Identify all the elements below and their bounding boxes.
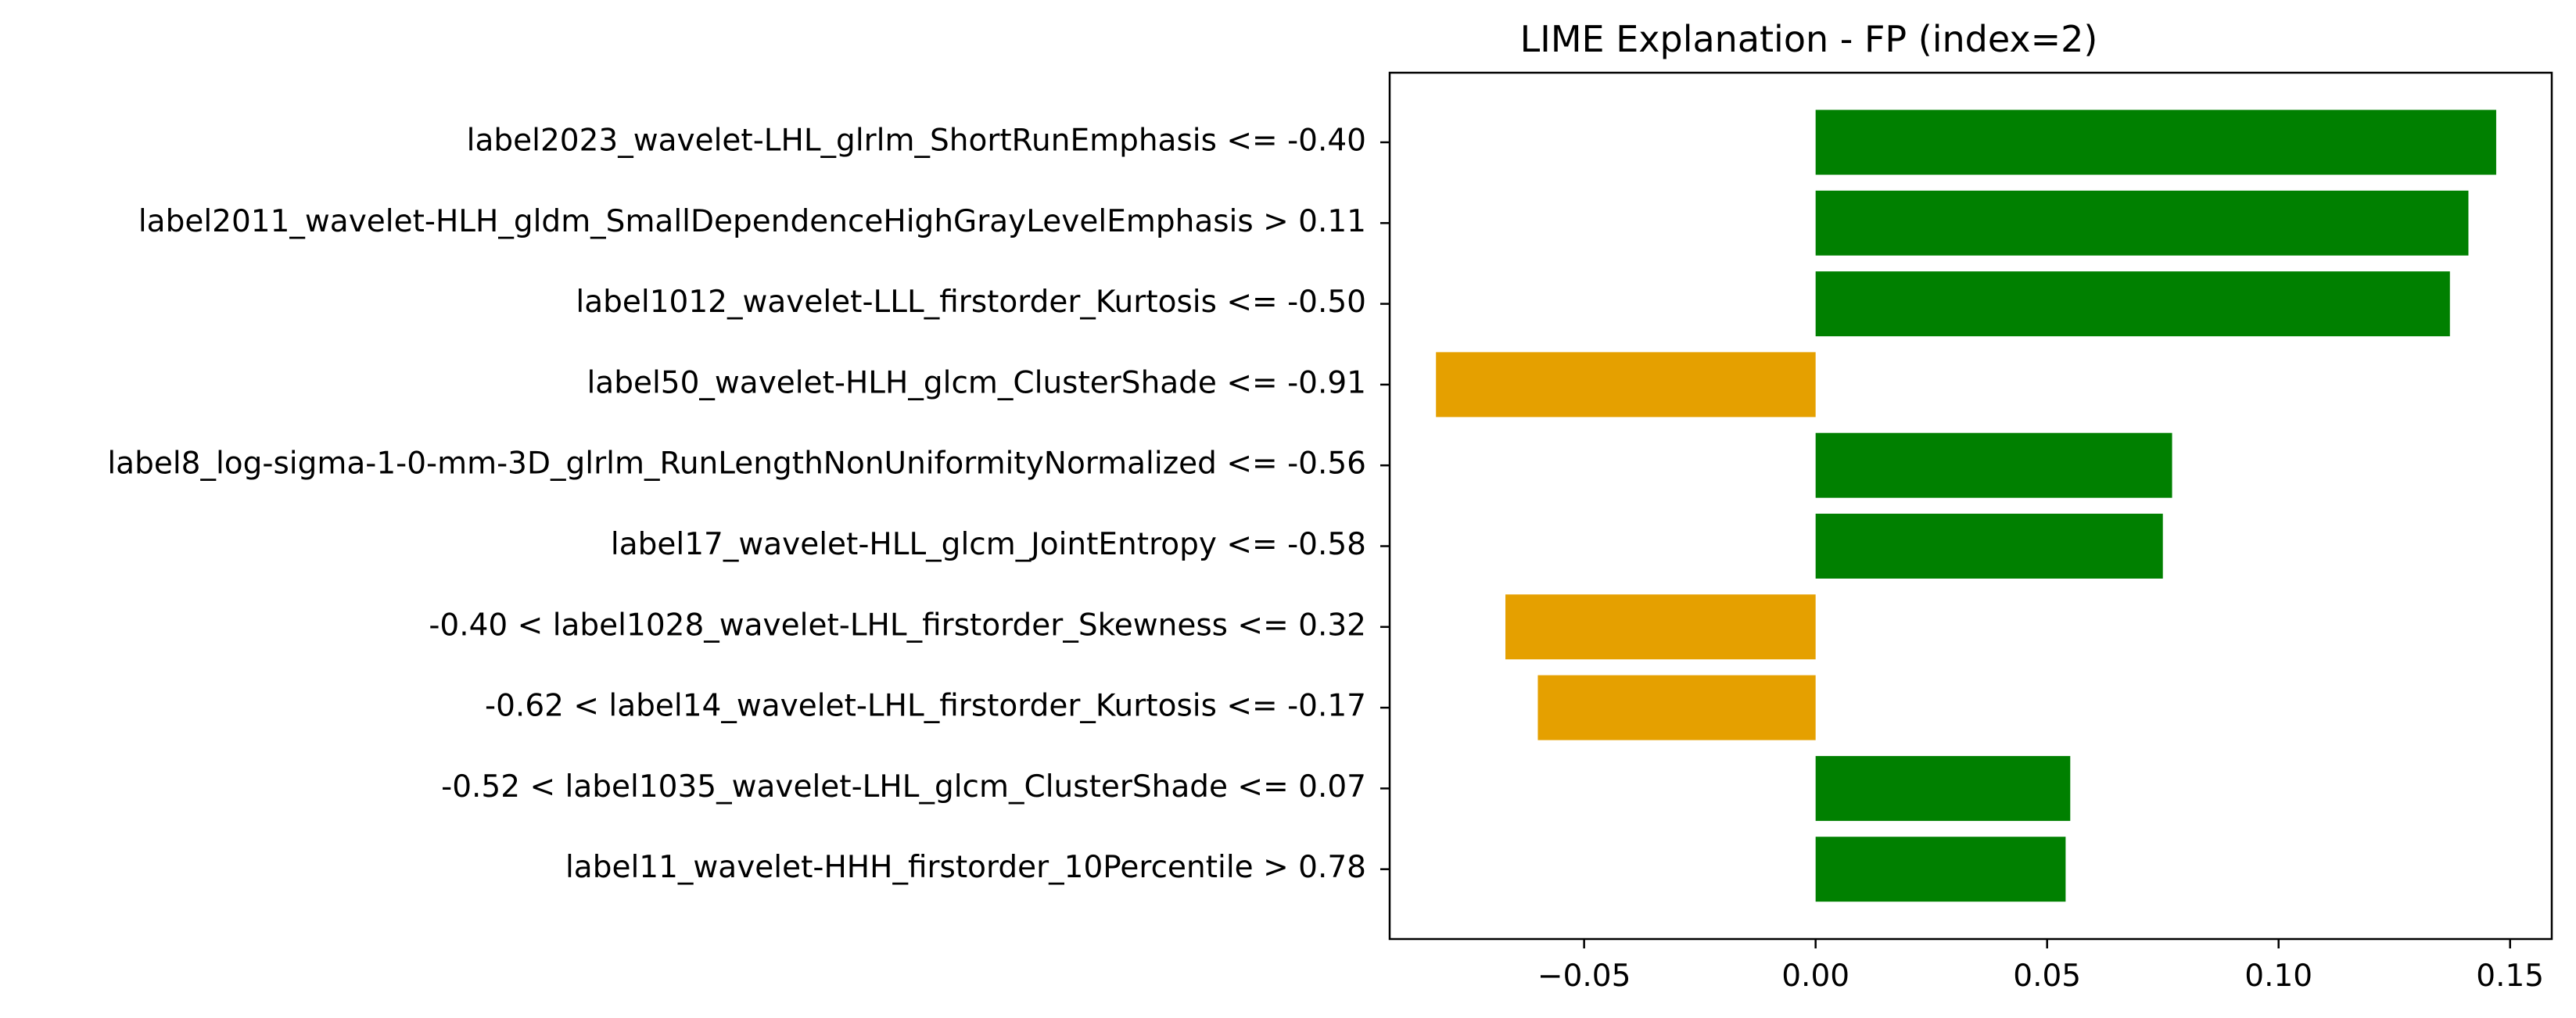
y-tick-label: label50_wavelet-HLH_glcm_ClusterShade <=… [587, 365, 1366, 400]
bar [1815, 755, 2071, 821]
bar [1815, 190, 2469, 256]
x-tick-label: 0.05 [2013, 959, 2081, 994]
bars-group [1436, 109, 2496, 902]
x-tick-label: 0.10 [2244, 959, 2312, 994]
bar [1815, 271, 2450, 337]
y-tick-label: label2023_wavelet-LHL_glrlm_ShortRunEmph… [467, 124, 1366, 159]
y-tick-label: label17_wavelet-HLL_glcm_JointEntropy <=… [611, 527, 1366, 562]
bar [1505, 594, 1816, 660]
x-tick-label: 0.15 [2476, 959, 2544, 994]
bar [1815, 514, 2163, 579]
y-tick-label: -0.62 < label14_wavelet-LHL_firstorder_K… [485, 689, 1366, 724]
bar [1815, 109, 2496, 175]
y-tick-label: label11_wavelet-HHH_firstorder_10Percent… [565, 850, 1366, 885]
bar [1815, 432, 2172, 498]
y-axis-ticks: label2023_wavelet-LHL_glrlm_ShortRunEmph… [107, 124, 1390, 885]
bar [1436, 352, 1816, 418]
y-tick-label: label2011_wavelet-HLH_gldm_SmallDependen… [138, 204, 1366, 239]
plot-area-frame [1388, 71, 2553, 941]
y-tick-label: -0.40 < label1028_wavelet-LHL_firstorder… [429, 608, 1366, 643]
bar [1815, 837, 2066, 902]
x-axis-ticks: −0.05 0.00 0.05 0.10 0.15 [1537, 939, 2544, 994]
chart-title: LIME Explanation - FP (index=2) [1520, 18, 2098, 60]
bar [1537, 675, 1816, 740]
y-tick-label: label8_log-sigma-1-0-mm-3D_glrlm_RunLeng… [107, 446, 1366, 482]
y-tick-label: -0.52 < label1035_wavelet-LHL_glcm_Clust… [441, 769, 1366, 805]
y-tick-label: label1012_wavelet-LLL_firstorder_Kurtosi… [576, 285, 1366, 320]
x-tick-label: −0.05 [1537, 959, 1631, 994]
x-tick-label: 0.00 [1781, 959, 1849, 994]
